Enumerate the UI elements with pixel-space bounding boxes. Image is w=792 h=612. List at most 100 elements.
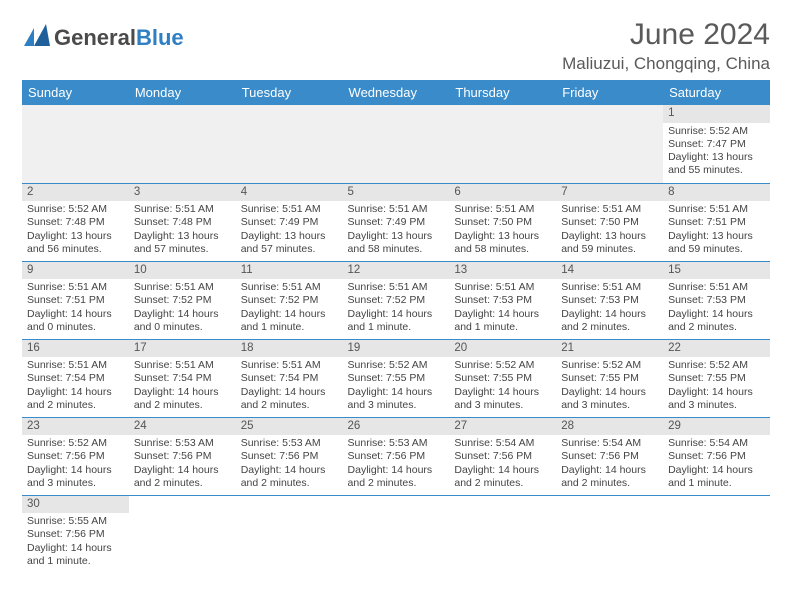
day-content: Sunrise: 5:54 AMSunset: 7:56 PMDaylight:… (556, 435, 663, 494)
weekday-header: Sunday (22, 80, 129, 105)
calendar-cell: 8Sunrise: 5:51 AMSunset: 7:51 PMDaylight… (663, 183, 770, 261)
calendar-row: 23Sunrise: 5:52 AMSunset: 7:56 PMDayligh… (22, 417, 770, 495)
calendar-cell: 22Sunrise: 5:52 AMSunset: 7:55 PMDayligh… (663, 339, 770, 417)
calendar-cell (236, 105, 343, 183)
day-number: 8 (663, 184, 770, 202)
calendar-cell: 18Sunrise: 5:51 AMSunset: 7:54 PMDayligh… (236, 339, 343, 417)
day-content: Sunrise: 5:51 AMSunset: 7:52 PMDaylight:… (129, 279, 236, 338)
calendar-cell: 10Sunrise: 5:51 AMSunset: 7:52 PMDayligh… (129, 261, 236, 339)
day-number: 30 (22, 496, 129, 514)
calendar-table: SundayMondayTuesdayWednesdayThursdayFrid… (22, 80, 770, 573)
day-content: Sunrise: 5:51 AMSunset: 7:53 PMDaylight:… (663, 279, 770, 338)
day-number: 29 (663, 418, 770, 436)
day-number: 19 (343, 340, 450, 358)
calendar-cell: 28Sunrise: 5:54 AMSunset: 7:56 PMDayligh… (556, 417, 663, 495)
day-content: Sunrise: 5:52 AMSunset: 7:55 PMDaylight:… (556, 357, 663, 416)
day-number: 11 (236, 262, 343, 280)
calendar-cell: 12Sunrise: 5:51 AMSunset: 7:52 PMDayligh… (343, 261, 450, 339)
calendar-cell: 29Sunrise: 5:54 AMSunset: 7:56 PMDayligh… (663, 417, 770, 495)
calendar-cell: 15Sunrise: 5:51 AMSunset: 7:53 PMDayligh… (663, 261, 770, 339)
day-content: Sunrise: 5:51 AMSunset: 7:48 PMDaylight:… (129, 201, 236, 260)
day-number: 26 (343, 418, 450, 436)
calendar-cell (22, 105, 129, 183)
month-title: June 2024 (562, 18, 770, 52)
calendar-row: 2Sunrise: 5:52 AMSunset: 7:48 PMDaylight… (22, 183, 770, 261)
calendar-cell: 1Sunrise: 5:52 AMSunset: 7:47 PMDaylight… (663, 105, 770, 183)
weekday-header: Monday (129, 80, 236, 105)
header: GeneralBlue June 2024 Maliuzui, Chongqin… (22, 18, 770, 74)
calendar-cell (236, 495, 343, 573)
day-content: Sunrise: 5:52 AMSunset: 7:55 PMDaylight:… (343, 357, 450, 416)
calendar-row: 16Sunrise: 5:51 AMSunset: 7:54 PMDayligh… (22, 339, 770, 417)
day-number: 3 (129, 184, 236, 202)
day-content: Sunrise: 5:53 AMSunset: 7:56 PMDaylight:… (129, 435, 236, 494)
day-content: Sunrise: 5:51 AMSunset: 7:51 PMDaylight:… (663, 201, 770, 260)
day-number: 10 (129, 262, 236, 280)
calendar-cell (556, 105, 663, 183)
weekday-header-row: SundayMondayTuesdayWednesdayThursdayFrid… (22, 80, 770, 105)
day-number: 21 (556, 340, 663, 358)
calendar-cell: 13Sunrise: 5:51 AMSunset: 7:53 PMDayligh… (449, 261, 556, 339)
day-number: 20 (449, 340, 556, 358)
calendar-cell: 23Sunrise: 5:52 AMSunset: 7:56 PMDayligh… (22, 417, 129, 495)
day-content: Sunrise: 5:51 AMSunset: 7:51 PMDaylight:… (22, 279, 129, 338)
day-content: Sunrise: 5:51 AMSunset: 7:54 PMDaylight:… (236, 357, 343, 416)
weekday-header: Tuesday (236, 80, 343, 105)
calendar-cell (449, 495, 556, 573)
day-number: 15 (663, 262, 770, 280)
calendar-cell: 4Sunrise: 5:51 AMSunset: 7:49 PMDaylight… (236, 183, 343, 261)
weekday-header: Thursday (449, 80, 556, 105)
calendar-cell: 5Sunrise: 5:51 AMSunset: 7:49 PMDaylight… (343, 183, 450, 261)
calendar-cell (343, 105, 450, 183)
day-number: 9 (22, 262, 129, 280)
calendar-cell (129, 495, 236, 573)
weekday-header: Wednesday (343, 80, 450, 105)
calendar-row: 1Sunrise: 5:52 AMSunset: 7:47 PMDaylight… (22, 105, 770, 183)
day-number: 14 (556, 262, 663, 280)
brand-text-a: General (54, 25, 136, 51)
calendar-cell: 19Sunrise: 5:52 AMSunset: 7:55 PMDayligh… (343, 339, 450, 417)
day-number: 27 (449, 418, 556, 436)
day-number: 25 (236, 418, 343, 436)
calendar-cell: 27Sunrise: 5:54 AMSunset: 7:56 PMDayligh… (449, 417, 556, 495)
calendar-cell (449, 105, 556, 183)
day-content: Sunrise: 5:52 AMSunset: 7:56 PMDaylight:… (22, 435, 129, 494)
day-number: 13 (449, 262, 556, 280)
day-content: Sunrise: 5:51 AMSunset: 7:53 PMDaylight:… (449, 279, 556, 338)
calendar-cell: 17Sunrise: 5:51 AMSunset: 7:54 PMDayligh… (129, 339, 236, 417)
calendar-cell: 25Sunrise: 5:53 AMSunset: 7:56 PMDayligh… (236, 417, 343, 495)
day-content: Sunrise: 5:52 AMSunset: 7:55 PMDaylight:… (449, 357, 556, 416)
location: Maliuzui, Chongqing, China (562, 54, 770, 74)
day-content: Sunrise: 5:51 AMSunset: 7:52 PMDaylight:… (236, 279, 343, 338)
calendar-cell: 2Sunrise: 5:52 AMSunset: 7:48 PMDaylight… (22, 183, 129, 261)
day-number: 18 (236, 340, 343, 358)
day-number: 22 (663, 340, 770, 358)
calendar-cell: 20Sunrise: 5:52 AMSunset: 7:55 PMDayligh… (449, 339, 556, 417)
day-number: 12 (343, 262, 450, 280)
day-content: Sunrise: 5:51 AMSunset: 7:49 PMDaylight:… (236, 201, 343, 260)
day-number: 23 (22, 418, 129, 436)
day-number: 24 (129, 418, 236, 436)
day-content: Sunrise: 5:54 AMSunset: 7:56 PMDaylight:… (449, 435, 556, 494)
calendar-cell: 30Sunrise: 5:55 AMSunset: 7:56 PMDayligh… (22, 495, 129, 573)
calendar-cell: 11Sunrise: 5:51 AMSunset: 7:52 PMDayligh… (236, 261, 343, 339)
calendar-cell: 6Sunrise: 5:51 AMSunset: 7:50 PMDaylight… (449, 183, 556, 261)
day-content: Sunrise: 5:55 AMSunset: 7:56 PMDaylight:… (22, 513, 129, 572)
day-number: 2 (22, 184, 129, 202)
brand-text-b: Blue (136, 25, 184, 51)
calendar-cell: 7Sunrise: 5:51 AMSunset: 7:50 PMDaylight… (556, 183, 663, 261)
day-content: Sunrise: 5:51 AMSunset: 7:52 PMDaylight:… (343, 279, 450, 338)
calendar-row: 9Sunrise: 5:51 AMSunset: 7:51 PMDaylight… (22, 261, 770, 339)
day-content: Sunrise: 5:52 AMSunset: 7:48 PMDaylight:… (22, 201, 129, 260)
calendar-cell (129, 105, 236, 183)
weekday-header: Friday (556, 80, 663, 105)
day-content: Sunrise: 5:52 AMSunset: 7:47 PMDaylight:… (663, 123, 770, 182)
calendar-cell (556, 495, 663, 573)
weekday-header: Saturday (663, 80, 770, 105)
calendar-cell: 16Sunrise: 5:51 AMSunset: 7:54 PMDayligh… (22, 339, 129, 417)
day-content: Sunrise: 5:51 AMSunset: 7:54 PMDaylight:… (129, 357, 236, 416)
logo-icon (24, 24, 52, 51)
day-number: 17 (129, 340, 236, 358)
calendar-cell: 9Sunrise: 5:51 AMSunset: 7:51 PMDaylight… (22, 261, 129, 339)
day-content: Sunrise: 5:52 AMSunset: 7:55 PMDaylight:… (663, 357, 770, 416)
